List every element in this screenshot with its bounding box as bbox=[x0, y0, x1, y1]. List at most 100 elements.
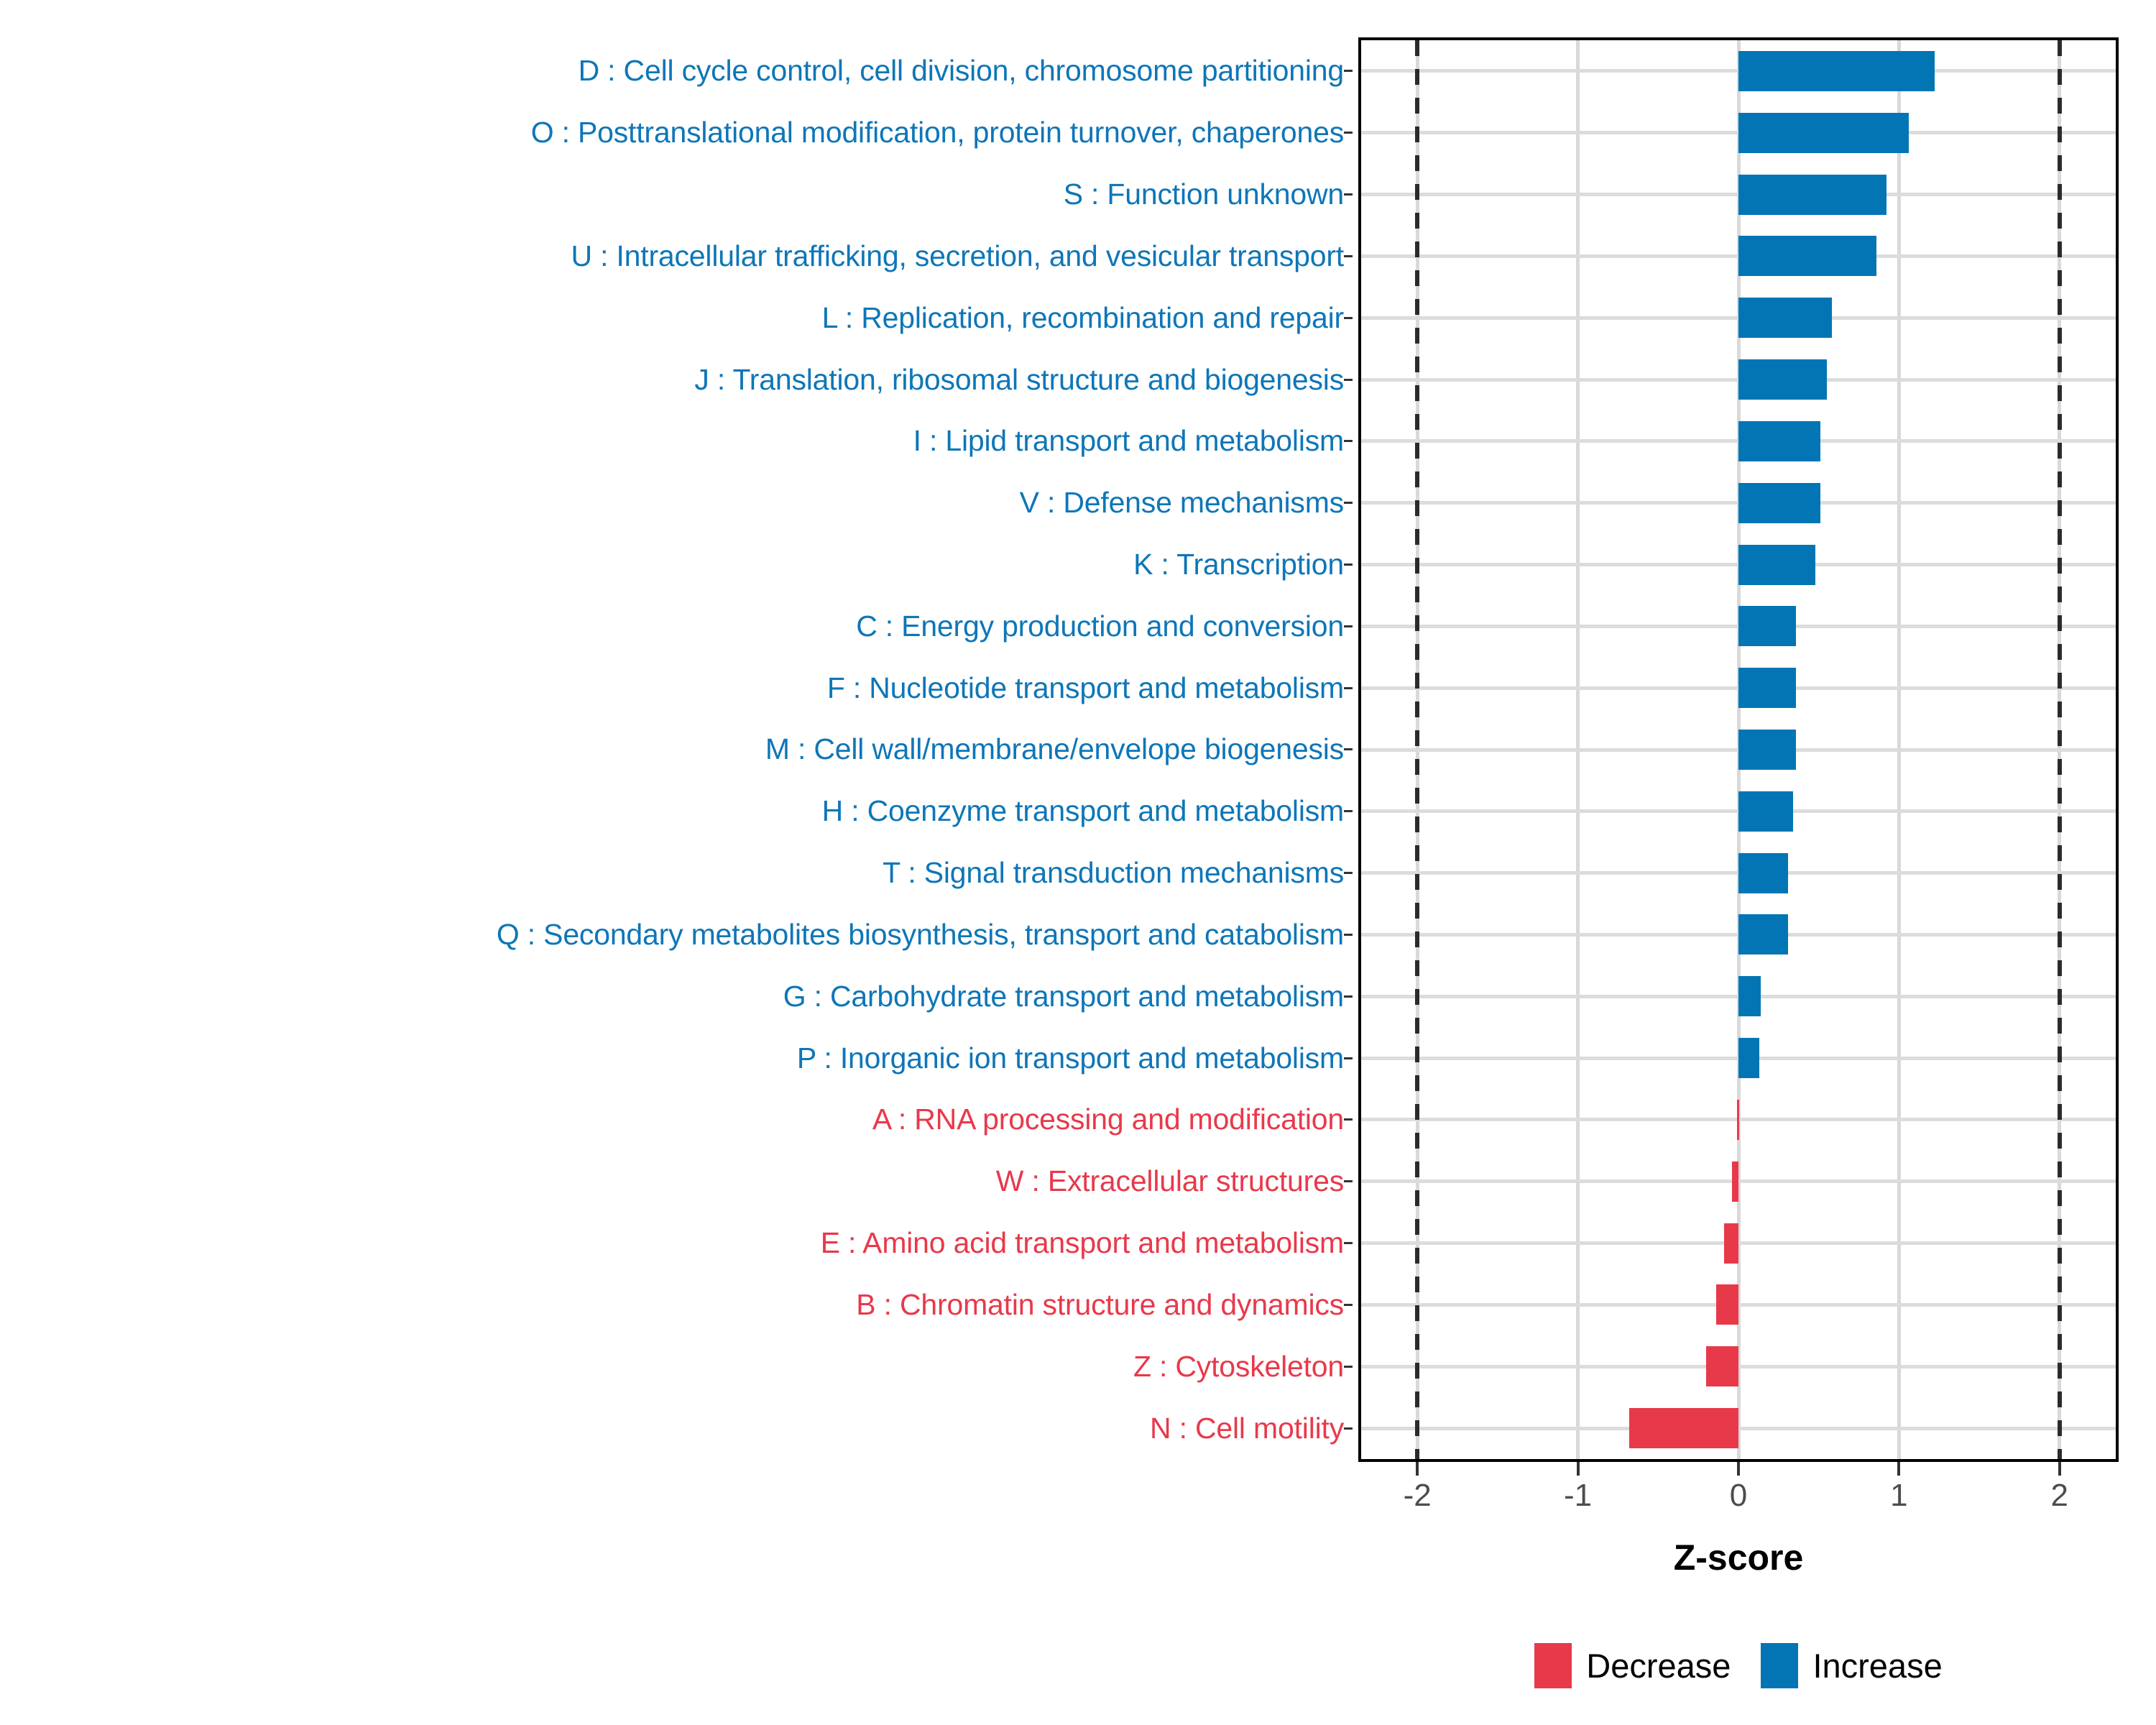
bar bbox=[1723, 1223, 1738, 1264]
bar bbox=[1738, 420, 1820, 461]
x-axis-tick-label: -2 bbox=[1403, 1478, 1432, 1513]
y-axis-label-row: V : Defense mechanisms bbox=[0, 472, 1353, 534]
y-axis-label: K : Transcription bbox=[1133, 548, 1344, 581]
y-axis-tick bbox=[1344, 378, 1353, 381]
y-axis-label-row: P : Inorganic ion transport and metaboli… bbox=[0, 1027, 1353, 1089]
y-axis-label: S : Function unknown bbox=[1063, 178, 1344, 211]
y-axis-tick bbox=[1344, 686, 1353, 689]
y-axis-tick bbox=[1344, 933, 1353, 936]
y-axis-tick bbox=[1344, 1180, 1353, 1183]
reference-line bbox=[1415, 40, 1420, 1459]
y-axis-label-row: S : Function unknown bbox=[0, 164, 1353, 226]
y-axis-label-row: J : Translation, ribosomal structure and… bbox=[0, 349, 1353, 410]
x-axis-tick bbox=[1737, 1462, 1740, 1476]
legend-swatch-increase bbox=[1761, 1642, 1799, 1688]
y-axis-label-row: C : Energy production and conversion bbox=[0, 595, 1353, 657]
y-axis-tick bbox=[1344, 440, 1353, 443]
bar bbox=[1732, 1161, 1738, 1202]
bar bbox=[1629, 1408, 1738, 1449]
y-axis-label-row: N : Cell motility bbox=[0, 1397, 1353, 1459]
bar bbox=[1738, 791, 1793, 832]
y-axis-label-row: A : RNA processing and modification bbox=[0, 1089, 1353, 1151]
y-axis-label-row: T : Signal transduction mechanisms bbox=[0, 842, 1353, 904]
y-axis-tick bbox=[1344, 564, 1353, 566]
y-axis-label-row: W : Extracellular structures bbox=[0, 1151, 1353, 1213]
y-axis-tick bbox=[1344, 132, 1353, 134]
bar bbox=[1706, 1346, 1738, 1387]
y-axis-label-row: L : Replication, recombination and repai… bbox=[0, 287, 1353, 349]
y-axis-tick bbox=[1344, 193, 1353, 196]
x-axis-tick bbox=[2058, 1462, 2061, 1476]
y-axis-label: B : Chromatin structure and dynamics bbox=[856, 1287, 1344, 1321]
y-axis-label: T : Signal transduction mechanisms bbox=[883, 856, 1344, 890]
bar bbox=[1738, 50, 1935, 91]
y-axis-tick bbox=[1344, 1242, 1353, 1245]
x-axis-tick-label: 2 bbox=[2050, 1478, 2069, 1513]
y-axis-label: E : Amino acid transport and metabolism bbox=[820, 1226, 1344, 1260]
y-axis-label: D : Cell cycle control, cell division, c… bbox=[578, 54, 1345, 88]
x-axis-tick-label: 1 bbox=[1890, 1478, 1908, 1513]
y-axis-label: C : Energy production and conversion bbox=[856, 609, 1344, 643]
x-axis-title: Z-score bbox=[1673, 1537, 1804, 1578]
bar bbox=[1738, 852, 1789, 893]
y-axis-label: Z : Cytoskeleton bbox=[1133, 1349, 1344, 1383]
bar bbox=[1738, 914, 1789, 955]
bar bbox=[1715, 1284, 1738, 1325]
bar bbox=[1738, 298, 1832, 339]
y-axis-tick bbox=[1344, 995, 1353, 998]
legend-item-decrease[interactable]: Decrease bbox=[1534, 1642, 1731, 1688]
y-axis-label-row: B : Chromatin structure and dynamics bbox=[0, 1274, 1353, 1336]
bar bbox=[1738, 236, 1877, 277]
y-axis-label-row: F : Nucleotide transport and metabolism bbox=[0, 657, 1353, 719]
y-axis-label: F : Nucleotide transport and metabolism bbox=[826, 671, 1344, 704]
y-axis-label: I : Lipid transport and metabolism bbox=[913, 424, 1345, 458]
bar bbox=[1738, 1038, 1760, 1079]
bar bbox=[1738, 112, 1909, 153]
legend-label-increase: Increase bbox=[1812, 1646, 1943, 1685]
x-axis-tick bbox=[1416, 1462, 1419, 1476]
x-axis-tick bbox=[1576, 1462, 1580, 1476]
y-axis-tick bbox=[1344, 625, 1353, 627]
y-axis-tick bbox=[1344, 70, 1353, 73]
chart-legend: Decrease Increase bbox=[1358, 1633, 2119, 1698]
y-axis-label: V : Defense mechanisms bbox=[1019, 486, 1345, 520]
y-axis-tick bbox=[1344, 810, 1353, 813]
y-axis-label-row: H : Coenzyme transport and metabolism bbox=[0, 781, 1353, 842]
y-axis-label: O : Posttranslational modification, prot… bbox=[530, 116, 1344, 150]
y-axis-category-labels: D : Cell cycle control, cell division, c… bbox=[0, 37, 1353, 1462]
legend-item-increase[interactable]: Increase bbox=[1761, 1642, 1943, 1688]
x-axis: -2 -1 0 1 2 bbox=[1358, 1462, 2119, 1541]
bar bbox=[1738, 482, 1820, 523]
y-axis-tick bbox=[1344, 254, 1353, 257]
bar bbox=[1736, 1099, 1739, 1140]
bar bbox=[1738, 668, 1797, 709]
y-axis-label-row: U : Intracellular trafficking, secretion… bbox=[0, 225, 1353, 287]
legend-swatch-decrease bbox=[1534, 1642, 1572, 1688]
y-axis-label: M : Cell wall/membrane/envelope biogenes… bbox=[765, 732, 1344, 766]
y-axis-label-row: Z : Cytoskeleton bbox=[0, 1335, 1353, 1397]
y-axis-label: U : Intracellular trafficking, secretion… bbox=[571, 239, 1344, 272]
horizontal-gridline bbox=[1361, 1364, 2116, 1368]
y-axis-tick bbox=[1344, 1057, 1353, 1059]
bar bbox=[1738, 976, 1761, 1017]
y-axis-label: H : Coenzyme transport and metabolism bbox=[821, 794, 1345, 828]
legend-label-decrease: Decrease bbox=[1586, 1646, 1731, 1685]
y-axis-label: J : Translation, ribosomal structure and… bbox=[694, 362, 1344, 396]
y-axis-tick bbox=[1344, 1365, 1353, 1368]
bar bbox=[1738, 544, 1816, 585]
bar bbox=[1738, 606, 1797, 647]
y-axis-label-row: M : Cell wall/membrane/envelope biogenes… bbox=[0, 719, 1353, 781]
bar bbox=[1738, 730, 1797, 770]
y-axis-tick bbox=[1344, 1118, 1353, 1121]
y-axis-label: P : Inorganic ion transport and metaboli… bbox=[796, 1041, 1344, 1075]
horizontal-gridline bbox=[1361, 1426, 2116, 1430]
y-axis-tick bbox=[1344, 1427, 1353, 1430]
y-axis-label: G : Carbohydrate transport and metabolis… bbox=[783, 979, 1344, 1013]
x-axis-tick-label: 0 bbox=[1729, 1478, 1748, 1513]
y-axis-label: A : RNA processing and modification bbox=[872, 1103, 1344, 1136]
y-axis-label-row: G : Carbohydrate transport and metabolis… bbox=[0, 965, 1353, 1027]
y-axis-tick bbox=[1344, 1303, 1353, 1306]
y-axis-label: L : Replication, recombination and repai… bbox=[821, 300, 1345, 334]
y-axis-label-row: O : Posttranslational modification, prot… bbox=[0, 102, 1353, 164]
